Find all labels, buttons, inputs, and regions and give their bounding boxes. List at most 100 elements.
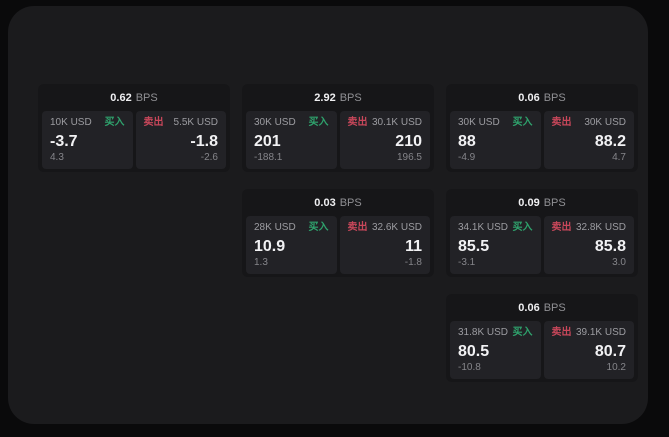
spread-card: 0.03 BPS 28K USD 买入 10.9 1.3 卖出 32.6K US… [242,189,434,277]
sell-top-row: 卖出 32.6K USD [348,222,423,234]
sell-price: 88.2 [594,133,626,150]
buy-side-label: 买入 [512,327,533,338]
sell-panel[interactable]: 卖出 5.5K USD -1.8 -2.6 [135,111,226,169]
sell-delta: 4.7 [612,152,626,163]
sell-side-label: 卖出 [551,327,572,338]
spread-header: 2.92 BPS [242,84,434,111]
bps-unit-label: BPS [339,91,362,104]
buy-delta: 1.3 [254,257,268,268]
spread-card: 0.09 BPS 34.1K USD 买入 85.5 -3.1 卖出 32.8K… [446,189,638,277]
buy-price: 88 [458,133,476,150]
buy-top-row: 28K USD 买入 [254,222,329,234]
buy-delta: -4.9 [458,152,476,163]
quote-body: 10K USD 买入 -3.7 4.3 卖出 5.5K USD -1.8 -2.… [42,111,226,169]
app-window: 0.62 BPS 10K USD 买入 -3.7 4.3 卖出 5.5K USD… [8,6,648,424]
buy-delta: -188.1 [254,152,283,163]
buy-notional: 31.8K USD [458,327,509,338]
sell-top-row: 卖出 30K USD [552,117,627,129]
sell-panel[interactable]: 卖出 39.1K USD 80.7 10.2 [543,321,634,379]
spread-card: 2.92 BPS 30K USD 买入 201 -188.1 卖出 30.1K … [242,84,434,172]
sell-price: 210 [395,133,422,150]
buy-top-row: 31.8K USD 买入 [458,327,533,339]
spread-value: 0.06 [518,301,540,314]
buy-side-label: 买入 [512,222,533,233]
buy-top-row: 30K USD 买入 [458,117,533,129]
sell-side-label: 卖出 [347,117,368,128]
spread-header: 0.03 BPS [242,189,434,216]
spread-card: 0.62 BPS 10K USD 买入 -3.7 4.3 卖出 5.5K USD… [38,84,230,172]
spread-header: 0.06 BPS [446,294,638,321]
spread-value: 0.62 [110,91,132,104]
buy-delta: -3.1 [458,257,476,268]
bps-unit-label: BPS [543,91,566,104]
buy-delta: -10.8 [458,362,481,373]
buy-top-row: 10K USD 买入 [50,117,125,129]
sell-notional: 32.6K USD [371,222,422,233]
spread-header: 0.62 BPS [38,84,230,111]
sell-delta: -2.6 [200,152,218,163]
buy-notional: 28K USD [254,222,296,233]
buy-top-row: 34.1K USD 买入 [458,222,533,234]
buy-price: 10.9 [254,238,286,255]
bps-unit-label: BPS [339,196,362,209]
spread-card: 0.06 BPS 30K USD 买入 88 -4.9 卖出 30K USD 8… [446,84,638,172]
buy-panel[interactable]: 34.1K USD 买入 85.5 -3.1 [450,216,541,274]
sell-price: -1.8 [190,133,218,150]
sell-notional: 30.1K USD [371,117,422,128]
sell-top-row: 卖出 5.5K USD [144,117,219,129]
spread-value: 0.06 [518,91,540,104]
quote-body: 28K USD 买入 10.9 1.3 卖出 32.6K USD 11 -1.8 [246,216,430,274]
quote-body: 30K USD 买入 88 -4.9 卖出 30K USD 88.2 4.7 [450,111,634,169]
buy-panel[interactable]: 31.8K USD 买入 80.5 -10.8 [450,321,541,379]
buy-panel[interactable]: 28K USD 买入 10.9 1.3 [246,216,337,274]
buy-price: 80.5 [458,343,490,360]
sell-notional: 30K USD [584,117,626,128]
buy-notional: 30K USD [458,117,500,128]
sell-price: 80.7 [594,343,626,360]
spread-header: 0.06 BPS [446,84,638,111]
buy-notional: 34.1K USD [458,222,509,233]
spread-value: 0.09 [518,196,540,209]
sell-notional: 5.5K USD [173,117,218,128]
sell-side-label: 卖出 [551,222,572,233]
sell-side-label: 卖出 [551,117,572,128]
sell-delta: 196.5 [396,152,422,163]
sell-top-row: 卖出 32.8K USD [552,222,627,234]
sell-delta: 10.2 [606,362,626,373]
sell-panel[interactable]: 卖出 30.1K USD 210 196.5 [339,111,430,169]
quote-body: 31.8K USD 买入 80.5 -10.8 卖出 39.1K USD 80.… [450,321,634,379]
sell-delta: 3.0 [612,257,626,268]
sell-notional: 32.8K USD [575,222,626,233]
sell-panel[interactable]: 卖出 32.8K USD 85.8 3.0 [543,216,634,274]
buy-price: 201 [254,133,281,150]
buy-delta: 4.3 [50,152,64,163]
bps-unit-label: BPS [543,301,566,314]
spread-value: 2.92 [314,91,336,104]
sell-price: 11 [405,238,422,255]
bps-unit-label: BPS [543,196,566,209]
sell-notional: 39.1K USD [575,327,626,338]
buy-price: 85.5 [458,238,490,255]
sell-panel[interactable]: 卖出 32.6K USD 11 -1.8 [339,216,430,274]
quote-body: 30K USD 买入 201 -188.1 卖出 30.1K USD 210 1… [246,111,430,169]
buy-panel[interactable]: 10K USD 买入 -3.7 4.3 [42,111,133,169]
buy-notional: 30K USD [254,117,296,128]
spread-card: 0.06 BPS 31.8K USD 买入 80.5 -10.8 卖出 39.1… [446,294,638,382]
buy-notional: 10K USD [50,117,92,128]
buy-side-label: 买入 [308,117,329,128]
sell-side-label: 卖出 [143,117,164,128]
spread-value: 0.03 [314,196,336,209]
sell-side-label: 卖出 [347,222,368,233]
buy-side-label: 买入 [104,117,125,128]
sell-delta: -1.8 [404,257,422,268]
sell-top-row: 卖出 39.1K USD [552,327,627,339]
buy-side-label: 买入 [512,117,533,128]
buy-price: -3.7 [50,133,78,150]
buy-panel[interactable]: 30K USD 买入 201 -188.1 [246,111,337,169]
quote-body: 34.1K USD 买入 85.5 -3.1 卖出 32.8K USD 85.8… [450,216,634,274]
buy-panel[interactable]: 30K USD 买入 88 -4.9 [450,111,541,169]
sell-panel[interactable]: 卖出 30K USD 88.2 4.7 [543,111,634,169]
sell-top-row: 卖出 30.1K USD [348,117,423,129]
sell-price: 85.8 [594,238,626,255]
bps-unit-label: BPS [135,91,158,104]
